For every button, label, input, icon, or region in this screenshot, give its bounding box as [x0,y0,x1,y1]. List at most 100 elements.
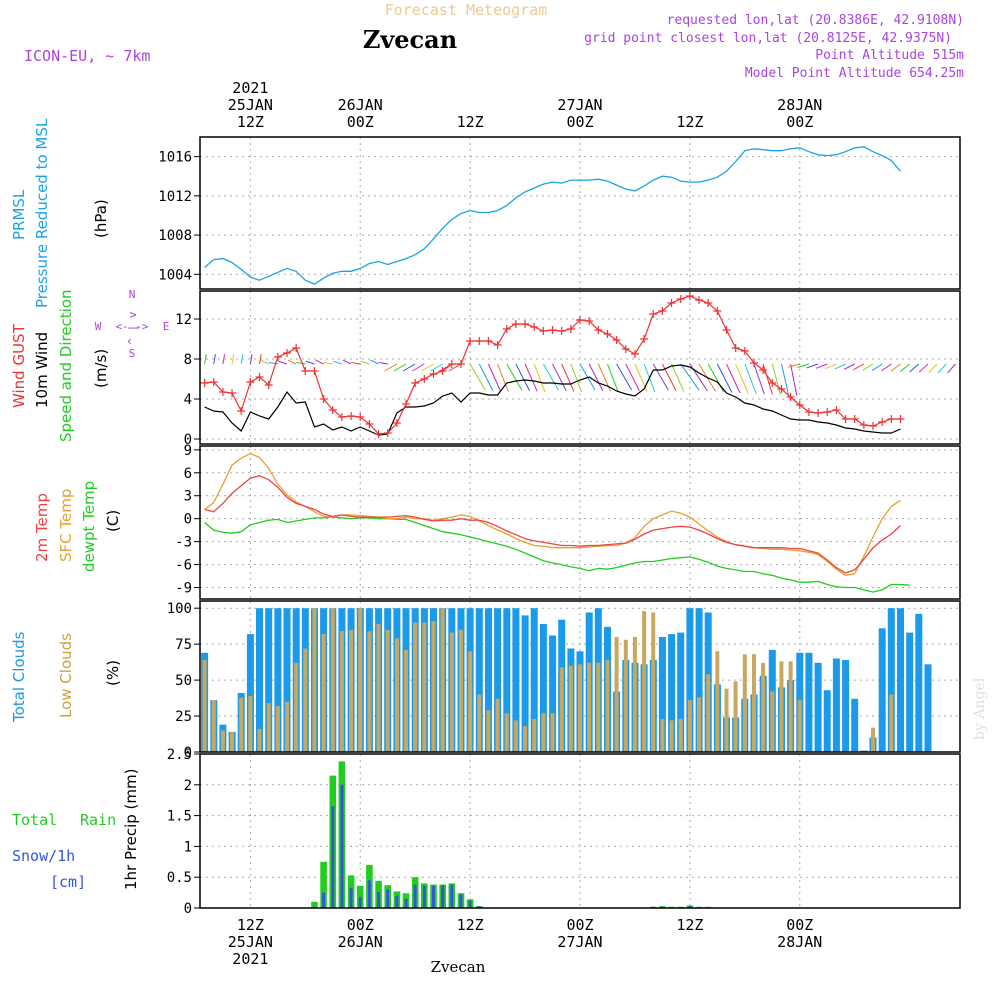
wind-speed-line [204,364,901,436]
low-cloud-bar [358,608,363,752]
low-cloud-bar [220,730,225,752]
gust-point [557,327,566,335]
ytick-label-prmsl: 1016 [158,150,192,166]
wind-direction-arrow [771,363,782,396]
wind-direction-arrow [909,363,920,373]
total-cloud-bar [265,608,273,752]
low-cloud-bar [394,638,399,752]
wind-direction-arrow [249,354,253,365]
time-label-bottom: 27JAN [557,933,602,951]
ytick-label-wind: 4 [184,392,192,408]
precip-snow-bar [468,900,472,908]
gust-point [630,350,639,358]
low-cloud-bar [513,720,518,752]
gust-point [722,326,731,334]
wind-direction-arrow [735,363,749,394]
wind-direction-arrow [204,354,207,365]
wind-direction-arrow [588,363,604,391]
wind-direction-arrow [305,360,315,365]
ytick-label-clouds: 100 [167,601,192,617]
ytick-label-precip: 1.5 [167,809,192,825]
low-cloud-bar [431,621,436,752]
gust-point [356,413,365,421]
low-cloud-bar [495,698,500,752]
low-cloud-bar [349,629,354,752]
gust-point [292,344,301,352]
compass-we-arrow: <- -> [115,320,148,333]
precip-snow-bar [386,889,390,908]
wind-unit: (m/s) [92,349,110,388]
wind-direction-arrow [661,363,677,391]
precip-total-label: Total [12,811,57,829]
ytick-label-clouds: 50 [175,673,192,689]
time-label-bottom: 12Z [457,916,484,934]
low-cloud-bar [285,701,289,752]
total-cloud-bar [246,634,254,752]
wind-direction-arrow [315,359,324,365]
low-cloud-bar [385,629,390,752]
precip-snow-bar [395,895,399,908]
gust-point [841,415,850,423]
wind-direction-arrow [430,363,443,372]
wind-direction-arrow [899,363,910,372]
precip-snow-bar [367,880,371,908]
gust-point [887,415,896,423]
ytick-label-prmsl: 1008 [158,228,192,244]
gust-point [466,337,475,345]
pressure-line [204,146,901,285]
wind-direction-arrow [351,361,361,365]
low-cloud-bar [578,664,582,752]
gust-point [695,296,704,304]
gust-point [310,367,319,375]
low-cloud-bar [303,648,308,752]
low-cloud-bar [559,667,564,752]
low-cloud-bar [275,706,280,752]
low-cloud-bar [697,697,701,752]
wind-direction-arrow [497,363,509,393]
time-label-top: 27JAN [557,96,602,114]
gust-label: Wind GUST [10,323,28,408]
time-label-top: 2021 [232,79,268,97]
wind-direction-arrow [790,363,798,396]
time-label-top: 12Z [457,113,484,131]
gust-point [383,429,392,437]
low-cloud-bar [339,631,344,752]
low-cloud-bar [889,694,894,752]
precip-snow-bar [331,806,335,908]
gust-point [594,326,603,334]
precip-snow-bar [422,885,426,908]
gust-point [200,379,209,387]
total-cloud-bar [878,628,886,752]
time-label-bottom: 28JAN [777,933,822,951]
wind-direction-arrow [871,363,883,371]
temp2m-label: 2m Temp [33,493,51,562]
wind-direction-arrow [469,363,486,391]
low-cloud-bar [321,634,326,752]
compass-rose: N S W E ^ | v <- -> [95,288,170,360]
total-cloud-bar [842,660,850,752]
low-cloud-bar [486,710,491,752]
gust-point [475,337,484,345]
requested-coords: requested lon,lat (20.8386E, 42.9108N) [667,13,964,28]
wind-direction-arrow [625,363,640,391]
gust-point [603,330,612,338]
gust-point [878,418,887,426]
low-cloud-bar [257,729,262,752]
gust-point [301,367,310,375]
ytick-label-temperature: -6 [175,558,192,574]
low-cloud-bar [788,661,793,752]
total-cloud-bar [494,608,502,752]
wind-direction-arrow [487,363,502,392]
gust-point [456,360,465,368]
gust-point [347,412,356,420]
low-cloud-bar [605,660,610,752]
low-cloud-bar [651,612,656,752]
gust-point [685,292,694,300]
wind-direction-arrow [788,363,800,368]
low-cloud-bar [733,681,738,752]
wind-direction-arrow [815,363,828,369]
precip-total-bar [311,901,318,908]
ytick-label-precip: 1 [184,839,192,855]
total-clouds-label: Total Clouds [10,631,28,723]
low-cloud-bar [248,695,253,752]
